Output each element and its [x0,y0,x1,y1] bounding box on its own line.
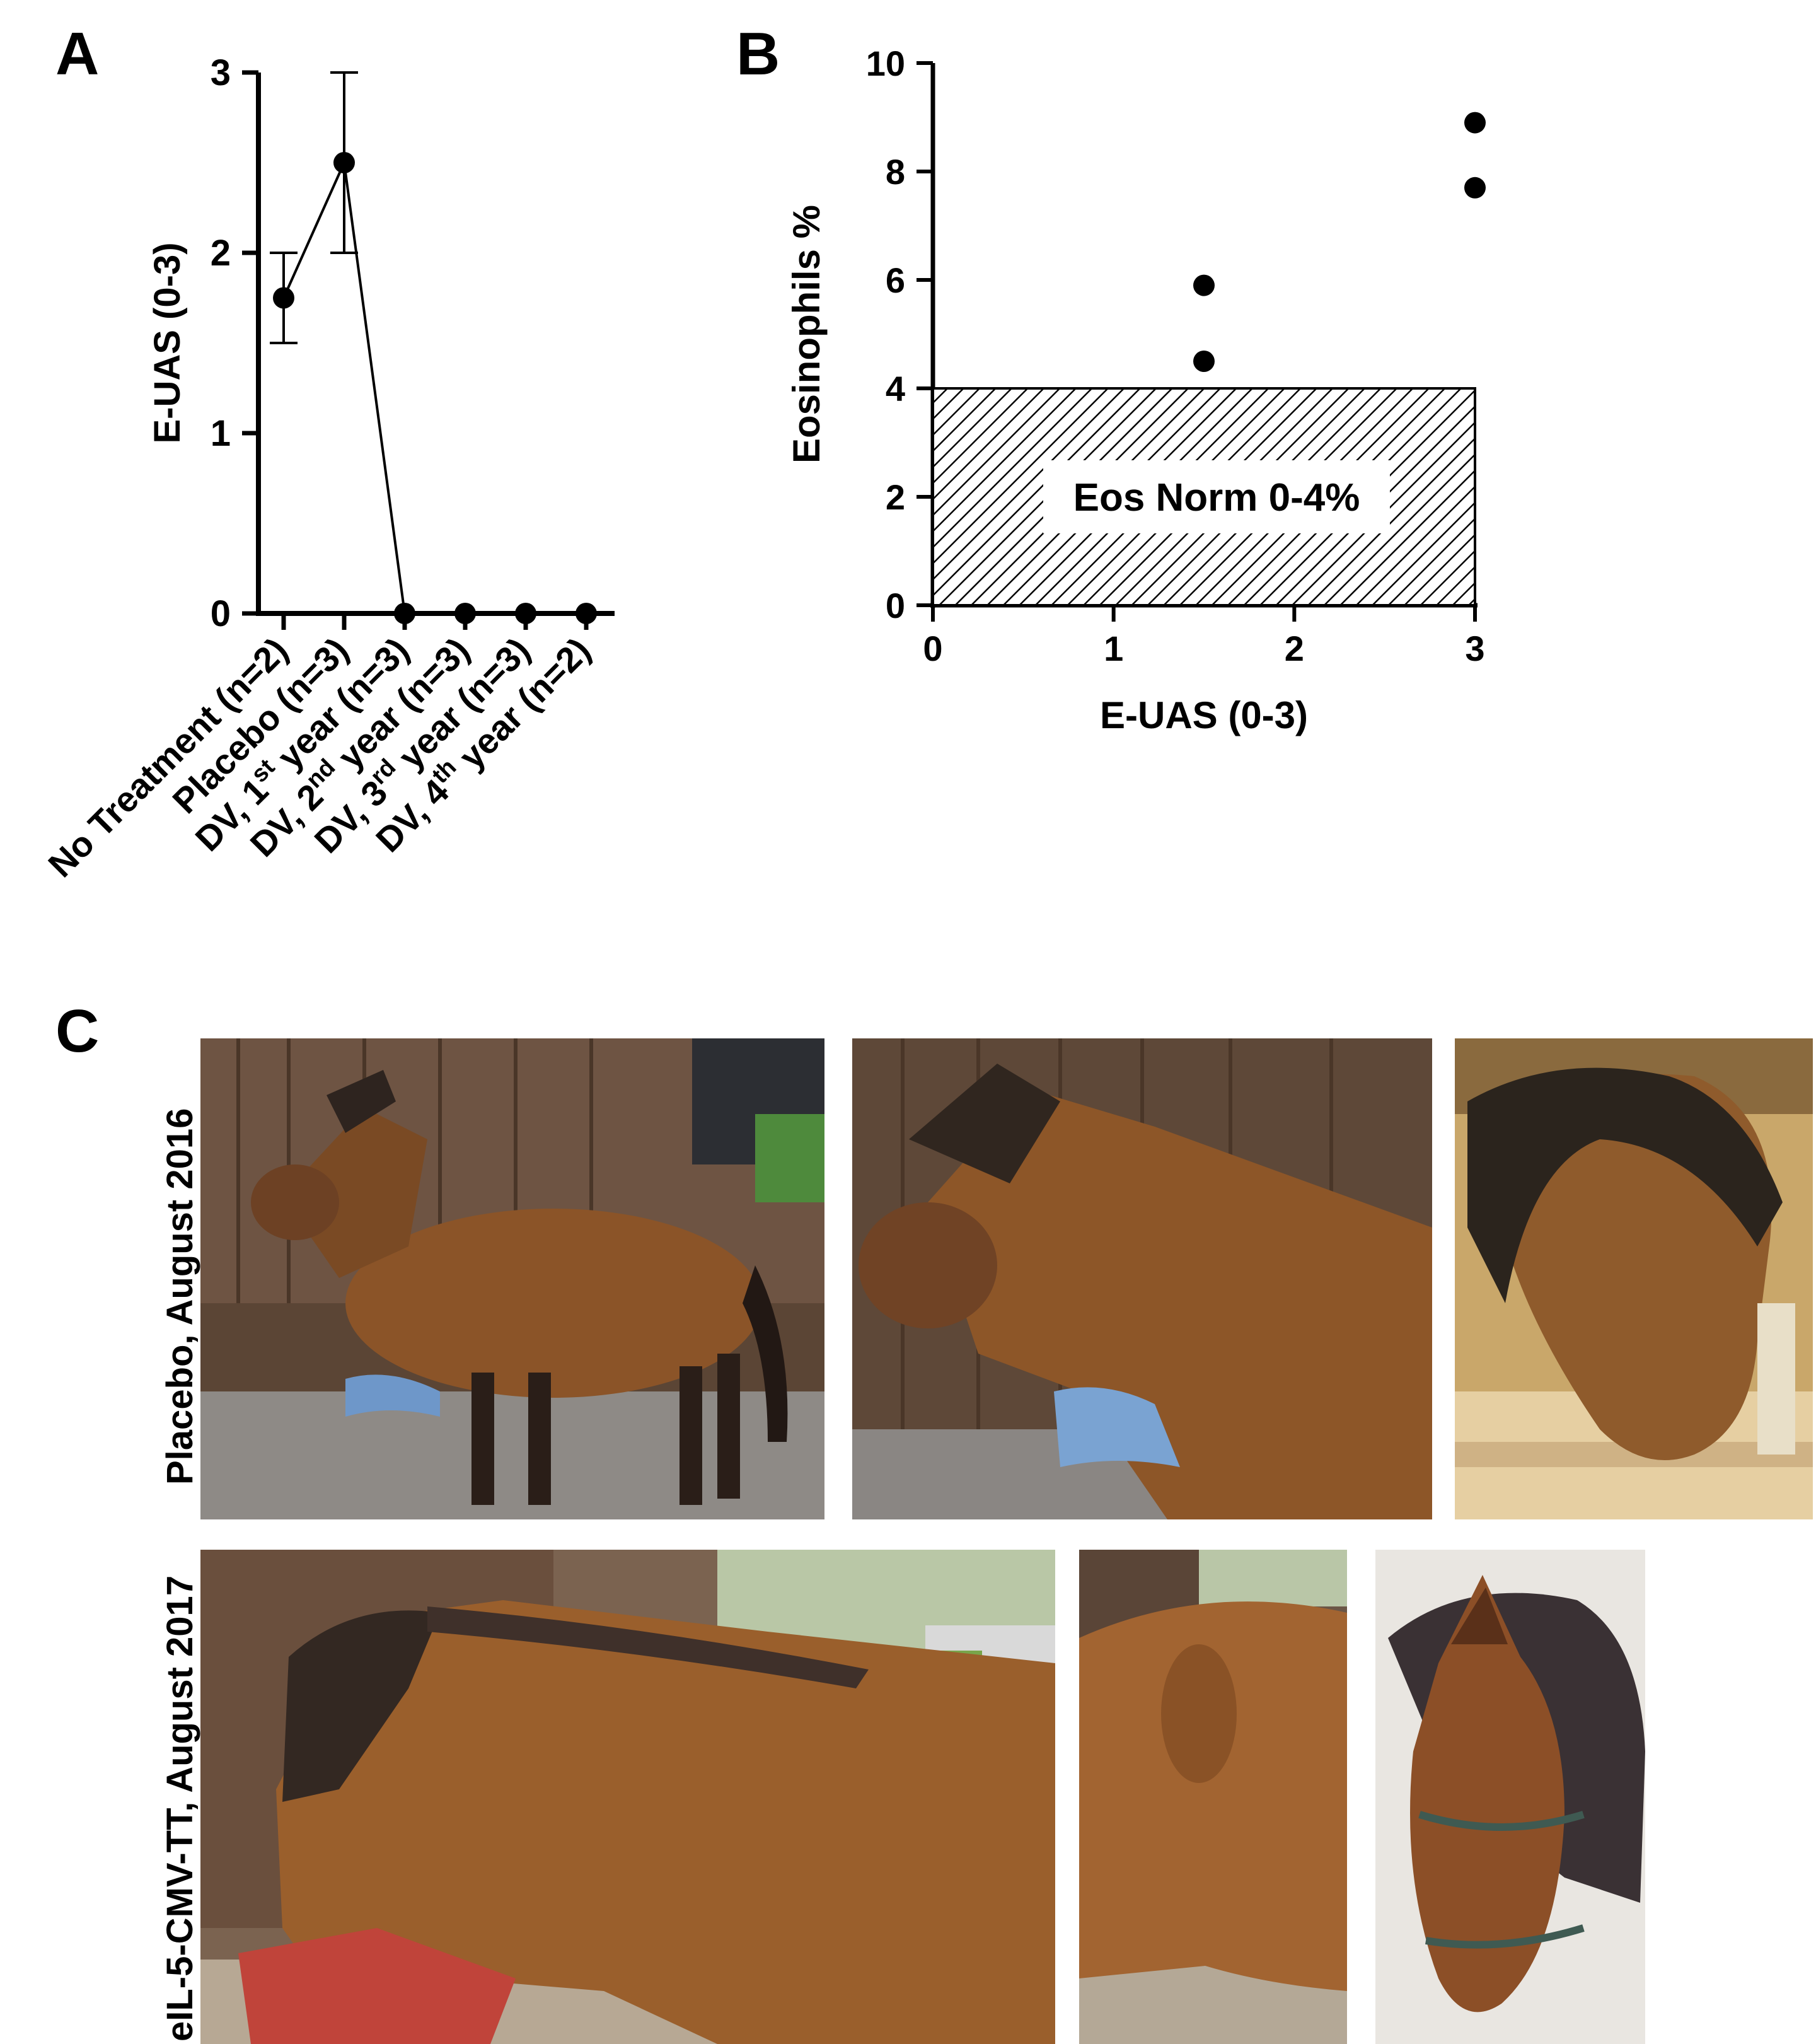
x-tick-label: 2 [1285,629,1304,668]
data-point [333,152,355,173]
y-tick-label: 4 [886,369,905,409]
data-point [394,603,415,624]
data-point [454,603,476,624]
data-point [1193,351,1215,372]
photo-treated-body-closeup [1079,1550,1347,2044]
y-tick-label: 8 [886,152,905,192]
x-tick-label: 0 [923,629,942,668]
y-tick-label: 3 [211,52,231,93]
data-point [1464,112,1486,134]
y-axis-label: Eosinophils % [785,205,828,463]
data-point [575,603,597,624]
norm-label-box [1043,460,1390,533]
data-point [515,603,536,624]
data-point [1193,274,1215,296]
x-axis-label: E-UAS (0-3) [1100,694,1308,736]
row2-label: eIL-5-CMV-TT, August 2017 [159,1575,200,2041]
norm-label: Eos Norm 0-4% [1073,476,1360,520]
y-tick-label: 2 [211,233,231,274]
panel-b-label: B [736,20,780,88]
y-tick-label: 10 [866,44,905,83]
panel-c-label: C [55,997,100,1065]
y-axis-label: E-UAS (0-3) [147,242,188,443]
data-point [1464,177,1486,199]
panel-a-label: A [55,20,100,88]
x-tick-label: 3 [1465,629,1484,668]
series-line [282,158,586,615]
y-tick-label: 0 [211,593,231,634]
chart-b-marks: Eos Norm 0-4% [932,112,1486,607]
y-tick-label: 1 [211,413,231,454]
y-tick-label: 2 [886,477,905,517]
photo-placebo-neck [852,1038,1432,1519]
y-tick-label: 0 [886,586,905,625]
photo-treated-head [1375,1550,1645,2044]
photo-treated-neck [200,1550,1055,2044]
row1-label: Placebo, August 2016 [159,1108,200,1485]
y-tick-label: 6 [886,260,905,300]
chart-b-axes: 0 2 4 6 8 10 0 1 2 3 E-UAS (0-3) Eosinophils % [785,44,1485,736]
chart-a-marks [270,71,597,624]
x-tick-label: 1 [1104,629,1123,668]
data-point [273,287,294,309]
chart-b: 0 2 4 6 8 10 0 1 2 3 E-UAS (0-3) Eosinophils % Eos … [785,44,1486,736]
photo-placebo-head [1455,1038,1813,1519]
photo-placebo-full-body [200,1038,824,1519]
